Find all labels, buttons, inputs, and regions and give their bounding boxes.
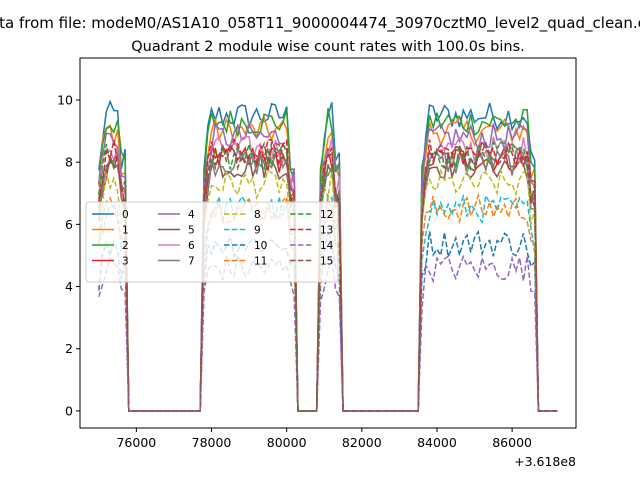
legend-label-5: 5 [188, 225, 195, 237]
y-tick-label: 6 [65, 217, 73, 232]
y-tick-label: 8 [65, 155, 73, 170]
y-tick-label: 2 [65, 341, 73, 356]
x-tick-label: 76000 [116, 435, 156, 450]
x-tick-label: 82000 [342, 435, 382, 450]
legend-label-11: 11 [254, 256, 267, 268]
legend-label-7: 7 [188, 256, 195, 268]
legend-box [85, 201, 339, 283]
x-axis: 76000 78000 80000 82000 84000 86000 [116, 428, 532, 450]
legend-label-10: 10 [254, 240, 267, 252]
legend-label-12: 12 [320, 209, 333, 221]
legend-label-8: 8 [254, 209, 261, 221]
legend-label-4: 4 [188, 209, 195, 221]
series-line-15 [98, 140, 558, 412]
y-tick-label: 10 [57, 92, 73, 107]
y-tick-label: 0 [65, 403, 73, 418]
legend-label-13: 13 [320, 225, 333, 237]
y-tick-label: 4 [65, 279, 73, 294]
legend-label-9: 9 [254, 225, 261, 237]
x-tick-label: 80000 [267, 435, 307, 450]
legend-label-3: 3 [122, 256, 129, 268]
figure-suptitle: Data from file: modeM0/AS1A10_058T11_900… [0, 14, 640, 33]
x-offset-label: +3.618e8 [514, 454, 576, 469]
chart-title: Quadrant 2 module wise count rates with … [131, 39, 525, 55]
series-line-10 [98, 227, 558, 412]
legend-label-2: 2 [122, 240, 129, 252]
x-tick-label: 86000 [492, 435, 532, 450]
legend-label-15: 15 [320, 256, 333, 268]
x-tick-label: 84000 [417, 435, 457, 450]
legend-label-6: 6 [188, 240, 195, 252]
x-tick-label: 78000 [192, 435, 232, 450]
legend-label-14: 14 [320, 240, 334, 252]
legend-label-0: 0 [122, 209, 129, 221]
plot-frame [79, 57, 577, 429]
y-axis: 0 2 4 6 8 10 [57, 92, 80, 418]
legend-label-1: 1 [122, 225, 129, 237]
